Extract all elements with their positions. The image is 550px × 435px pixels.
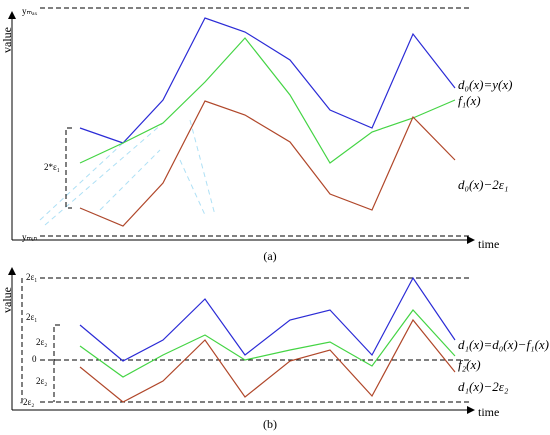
level-label: 2ε₂: [36, 376, 47, 386]
curve-label: d₀(x)=y(x): [458, 77, 512, 92]
curve-d0-minus: [79, 100, 456, 227]
ymax-label: yₘₐₓ: [22, 6, 38, 16]
level-label: 2ε₂: [36, 337, 47, 347]
bracket: [53, 324, 60, 402]
level-label: 0: [32, 354, 37, 364]
x-axis-label: time: [478, 237, 499, 251]
bracket: [65, 127, 72, 209]
caption: (b): [263, 417, 277, 431]
caption: (a): [263, 249, 276, 263]
curve-d1-minus: [79, 318, 456, 403]
panel-a: value time yₘₐₓ yₘᵢₙ 2*ε₁ d₀(x)=y(x) f₁(…: [0, 6, 512, 263]
curve-label: f₂(x): [458, 357, 481, 372]
curve-f1: [79, 37, 456, 164]
curve-d1: [79, 276, 456, 362]
ymin-label: yₘᵢₙ: [22, 232, 38, 242]
level-label: 2ε₁: [26, 272, 37, 282]
curve-label: d₀(x)−2ε₁: [458, 177, 508, 192]
curve-f2: [79, 309, 456, 378]
x-axis-label: time: [478, 405, 499, 419]
curve-label: f₁(x): [458, 93, 481, 108]
curve-label: d₁(x)−2ε₂: [458, 379, 509, 394]
y-axis-label: value: [0, 27, 14, 53]
level-label: 2ε₁: [26, 312, 37, 322]
level-label: -2ε₂: [20, 397, 34, 407]
curve-label: d₁(x)=d₀(x)−f₁(x): [458, 337, 549, 352]
panel-b: value time 2ε₁ 2ε₁ 2ε₂ 0 2ε₂ -2ε₂ d₁(x)=…: [0, 267, 549, 431]
bracket-label: 2*ε₁: [44, 162, 60, 172]
curve-d0: [79, 17, 456, 144]
y-axis-label: value: [0, 287, 14, 313]
